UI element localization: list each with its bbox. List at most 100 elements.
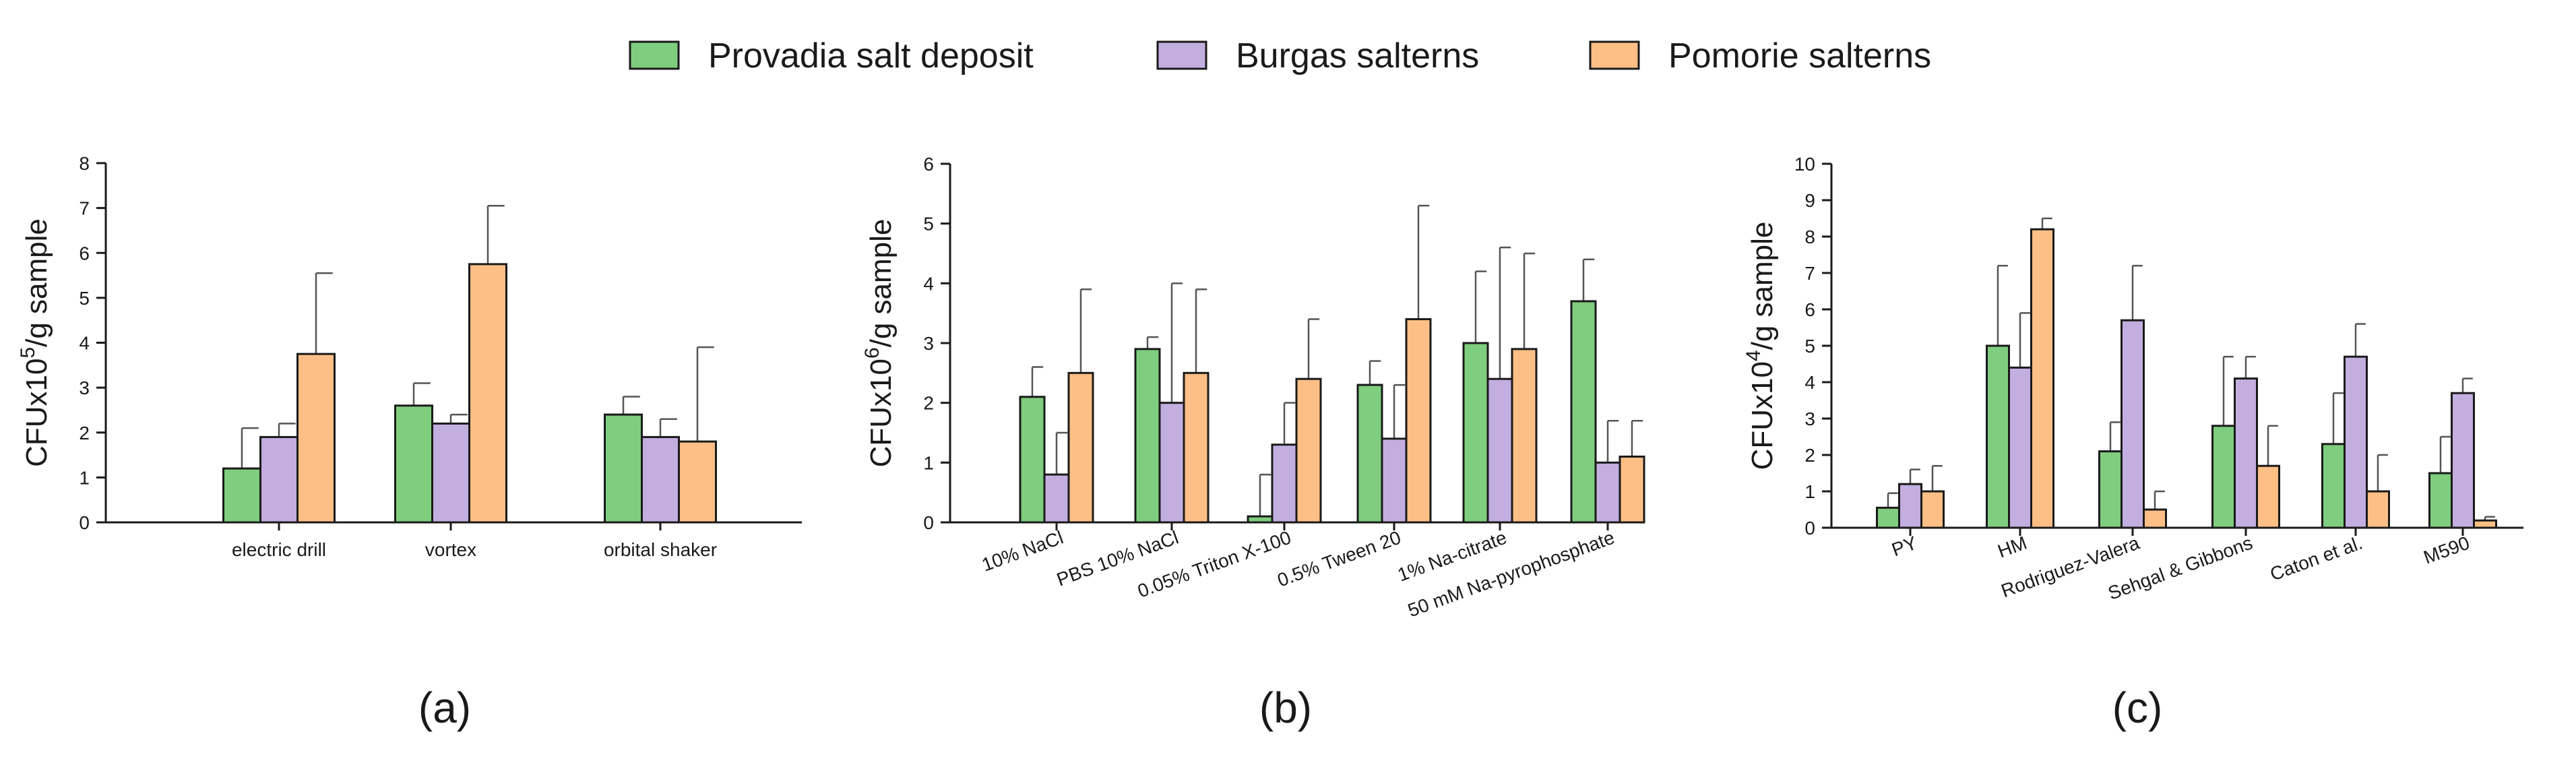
y-tick-label: 6 <box>1804 299 1815 320</box>
bar <box>1247 515 1274 524</box>
bar <box>1511 348 1538 524</box>
bar <box>1295 377 1322 524</box>
y-tick-label: 3 <box>923 333 934 354</box>
bar <box>1876 506 1900 529</box>
x-tick-label: vortex <box>425 539 476 560</box>
bar <box>2143 508 2167 529</box>
y-tick-label: 5 <box>923 214 934 235</box>
bar <box>1570 300 1597 524</box>
bar <box>2121 319 2145 529</box>
panel-label: (b) <box>1259 683 1312 732</box>
bar <box>1183 371 1210 524</box>
bar <box>678 440 717 524</box>
legend-item: Burgas salterns <box>1156 36 1479 75</box>
y-tick-label: 7 <box>79 198 90 219</box>
legend-swatch <box>629 40 680 70</box>
y-axis-label: CFUx104/g sample <box>1742 222 1779 470</box>
y-tick-label: 5 <box>79 288 90 309</box>
panel-label: (a) <box>418 683 471 732</box>
y-tick-label: 4 <box>79 333 90 354</box>
y-tick-label: 9 <box>1804 190 1815 211</box>
y-tick-label: 1 <box>1804 481 1815 502</box>
y-tick-label: 7 <box>1804 263 1815 284</box>
y-tick-label: 0 <box>923 512 934 533</box>
x-tick-label: HM <box>1995 532 2030 562</box>
bar <box>2344 355 2368 529</box>
bar <box>1462 342 1489 524</box>
x-tick-label: Caton et al. <box>2267 532 2365 585</box>
bar <box>259 435 299 524</box>
y-tick-label: 8 <box>1804 226 1815 247</box>
y-tick-label: 3 <box>1804 408 1815 429</box>
y-axis-label-prefix: CFUx10 <box>865 359 898 467</box>
x-tick-label: electric drill <box>232 539 326 560</box>
bar <box>2428 472 2453 529</box>
bar <box>1134 348 1161 524</box>
bar <box>1356 384 1383 524</box>
y-tick-label: 2 <box>79 423 90 443</box>
panel-label: (c) <box>2112 683 2163 732</box>
bar <box>2473 519 2497 529</box>
bar <box>1486 377 1513 524</box>
bar <box>1619 455 1645 524</box>
x-tick-label: 10% NaCl <box>979 527 1066 576</box>
y-tick-label: 0 <box>1804 518 1815 539</box>
bar <box>2030 228 2054 529</box>
y-tick-label: 2 <box>1804 445 1815 466</box>
bar <box>2451 392 2475 529</box>
x-tick-label: M590 <box>2421 532 2472 568</box>
y-axis-label-exponent: 4 <box>1742 350 1765 361</box>
legend-item: Pomorie salterns <box>1589 36 1931 75</box>
bar <box>296 353 336 524</box>
bar <box>1405 318 1432 524</box>
legend-label: Burgas salterns <box>1236 36 1479 75</box>
bar <box>2256 464 2280 529</box>
y-axis-label-exponent: 5 <box>17 347 39 359</box>
legend: Provadia salt deposit Burgas salterns Pomo… <box>629 36 1931 75</box>
y-tick-label: 4 <box>1804 372 1815 393</box>
bar <box>1019 396 1046 524</box>
bar <box>2366 490 2390 529</box>
y-tick-label: 1 <box>79 467 90 488</box>
y-tick-label: 8 <box>79 153 90 174</box>
y-axis-label-prefix: CFUx10 <box>1746 361 1779 470</box>
y-axis-label-suffix: /g sample <box>1746 222 1779 350</box>
y-axis-label-prefix: CFUx10 <box>20 359 53 467</box>
bar <box>222 467 261 524</box>
y-tick-label: 2 <box>923 393 934 414</box>
legend-item: Provadia salt deposit <box>629 36 1034 75</box>
bar <box>1043 473 1070 524</box>
x-tick-label: 0.5% Tween 20 <box>1275 527 1404 591</box>
bar <box>1067 371 1094 524</box>
x-tick-label: orbital shaker <box>604 539 717 560</box>
legend-label: Provadia salt deposit <box>708 36 1034 75</box>
bar <box>2098 450 2123 529</box>
bar <box>2008 366 2032 529</box>
bar <box>1594 461 1621 524</box>
bar <box>1920 490 1945 529</box>
y-tick-label: 3 <box>79 377 90 398</box>
legend-swatch <box>1156 40 1207 70</box>
y-tick-label: 6 <box>79 243 90 264</box>
y-tick-label: 0 <box>79 512 90 533</box>
y-tick-label: 10 <box>1794 154 1815 175</box>
legend-swatch <box>1589 40 1640 70</box>
y-axis-label: CFUx106/g sample <box>861 219 898 468</box>
bar <box>2234 377 2258 529</box>
y-tick-label: 6 <box>923 154 934 175</box>
bar <box>431 422 470 524</box>
bar <box>641 435 680 524</box>
x-tick-label: 50 mM Na-pyrophosphate <box>1405 527 1617 621</box>
bar <box>1898 483 1922 529</box>
bar <box>394 404 433 524</box>
x-tick-label: PY <box>1889 532 1920 560</box>
bar <box>604 413 643 524</box>
legend-label: Pomorie salterns <box>1668 36 1931 75</box>
bar <box>1986 344 2010 529</box>
